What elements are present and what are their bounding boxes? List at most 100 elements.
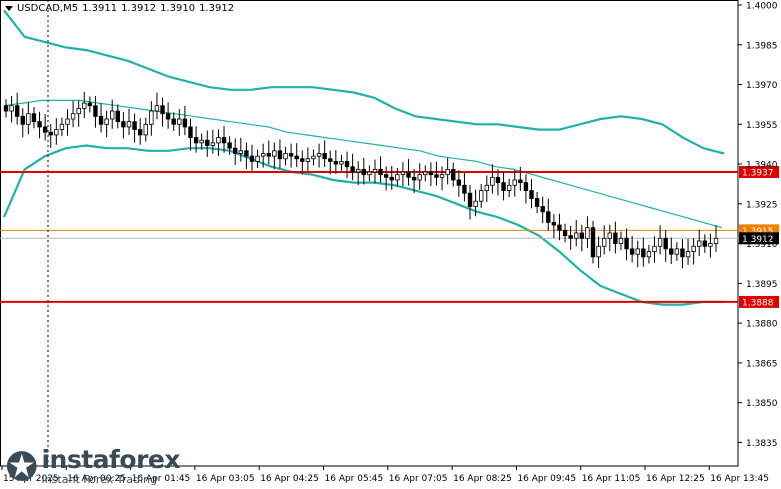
y-tick-label: 1.3850	[746, 399, 778, 409]
price-levels: 1.3937 1.3915 1.3888 1.3912	[0, 166, 779, 308]
candle-body	[613, 232, 618, 245]
y-tick-label: 1.4000	[746, 2, 778, 12]
candle-body	[574, 232, 579, 239]
candle-body	[652, 245, 657, 252]
x-tick-label: 16 Apr 09:45	[517, 474, 576, 484]
candle-body	[685, 251, 691, 258]
candle-body	[20, 115, 25, 125]
x-tick-label: 16 Apr 01:45	[132, 474, 191, 484]
y-tick-label: 1.3910	[746, 240, 778, 250]
candle-body	[372, 168, 378, 173]
candle-body	[3, 105, 9, 112]
candle-body	[294, 155, 299, 160]
x-tick-label: 16 Apr 08:25	[453, 474, 512, 484]
time-axis[interactable]: 15 Apr 2025 16 Apr 00:25 16 Apr 01:45 16 Ap…	[1, 466, 769, 484]
candle-body	[378, 168, 383, 176]
y-tick-label: 1.3985	[746, 41, 778, 51]
candle-body	[260, 153, 266, 157]
candle-body	[165, 113, 171, 120]
candle-body	[529, 190, 534, 199]
chart-grid	[0, 0, 739, 467]
candle-body	[143, 123, 148, 136]
candle-body	[26, 113, 31, 125]
candle-body	[451, 168, 456, 181]
candlesticks	[3, 91, 719, 269]
candle-body	[305, 158, 311, 162]
y-tick-label: 1.3880	[746, 320, 778, 330]
y-tick-label: 1.3925	[746, 200, 778, 210]
candle-body	[9, 105, 14, 112]
candle-body	[93, 105, 98, 117]
candle-body	[42, 126, 48, 133]
candle-body	[227, 142, 232, 149]
plot-frame	[0, 0, 739, 467]
low-value: 1.3910	[160, 3, 196, 14]
candle-body	[171, 118, 176, 125]
candle-body	[663, 237, 668, 250]
candle-body	[361, 168, 366, 176]
candle-body	[160, 105, 165, 115]
candle-body	[596, 245, 601, 258]
candle-body	[629, 248, 635, 255]
candle-body	[87, 102, 93, 107]
candle-body	[210, 142, 216, 146]
candle-body	[585, 227, 590, 239]
y-tick-label: 1.3940	[746, 161, 778, 171]
high-value: 1.3912	[121, 3, 157, 14]
candle-body	[328, 158, 333, 162]
candle-body	[579, 232, 585, 239]
open-value: 1.3911	[82, 3, 118, 14]
x-tick-label: 16 Apr 04:25	[260, 474, 319, 484]
candle-body	[110, 110, 115, 120]
y-tick-label: 1.3955	[746, 121, 778, 131]
y-tick-label: 1.3865	[746, 359, 778, 369]
moving-average-line	[3, 99, 723, 229]
current-price-label: 1.3912	[742, 235, 774, 245]
dropdown-triangle-icon[interactable]	[5, 6, 13, 11]
candle-body	[601, 237, 607, 247]
candle-body	[316, 153, 322, 157]
candle-body	[478, 190, 484, 202]
candle-body	[205, 139, 210, 146]
candle-body	[277, 150, 283, 160]
candle-body	[646, 251, 652, 258]
candle-body	[534, 198, 540, 207]
candle-body	[367, 171, 372, 176]
candle-body	[439, 174, 445, 178]
candle-body	[76, 107, 81, 115]
candle-body	[395, 174, 400, 181]
candle-body	[300, 158, 305, 162]
candle-body	[333, 161, 339, 165]
x-tick-label: 16 Apr 03:05	[196, 474, 255, 484]
price-axis[interactable]: 1.4000 1.3985 1.3970 1.3955 1.3940 1.3925 1.39…	[738, 2, 778, 449]
candle-body	[501, 182, 506, 191]
candle-body	[641, 248, 646, 258]
candle-body	[199, 139, 204, 144]
logo-star-icon	[6, 451, 37, 481]
candle-body	[121, 121, 126, 128]
candle-body	[272, 150, 277, 157]
candle-body	[417, 174, 422, 181]
candle-body	[635, 248, 640, 255]
candle-body	[249, 155, 255, 162]
candle-body	[618, 237, 624, 245]
candle-body	[624, 237, 629, 250]
candle-body	[132, 121, 137, 131]
candle-body	[255, 155, 260, 162]
price-level-label: 1.3915	[742, 227, 774, 237]
candle-body	[177, 118, 182, 125]
candle-body	[233, 147, 238, 154]
x-tick-label: 16 Apr 11:05	[582, 474, 641, 484]
candle-body	[462, 184, 467, 194]
candle-body	[506, 184, 512, 191]
candle-body	[657, 237, 663, 247]
x-tick-label: 16 Apr 13:45	[710, 474, 769, 484]
candle-body	[244, 150, 249, 157]
candle-body	[104, 118, 109, 125]
candle-body	[568, 235, 573, 239]
candle-body	[283, 153, 288, 160]
candle-body	[551, 221, 557, 226]
x-tick-label: 15 Apr 2025	[3, 474, 59, 484]
candle-body	[546, 211, 551, 223]
